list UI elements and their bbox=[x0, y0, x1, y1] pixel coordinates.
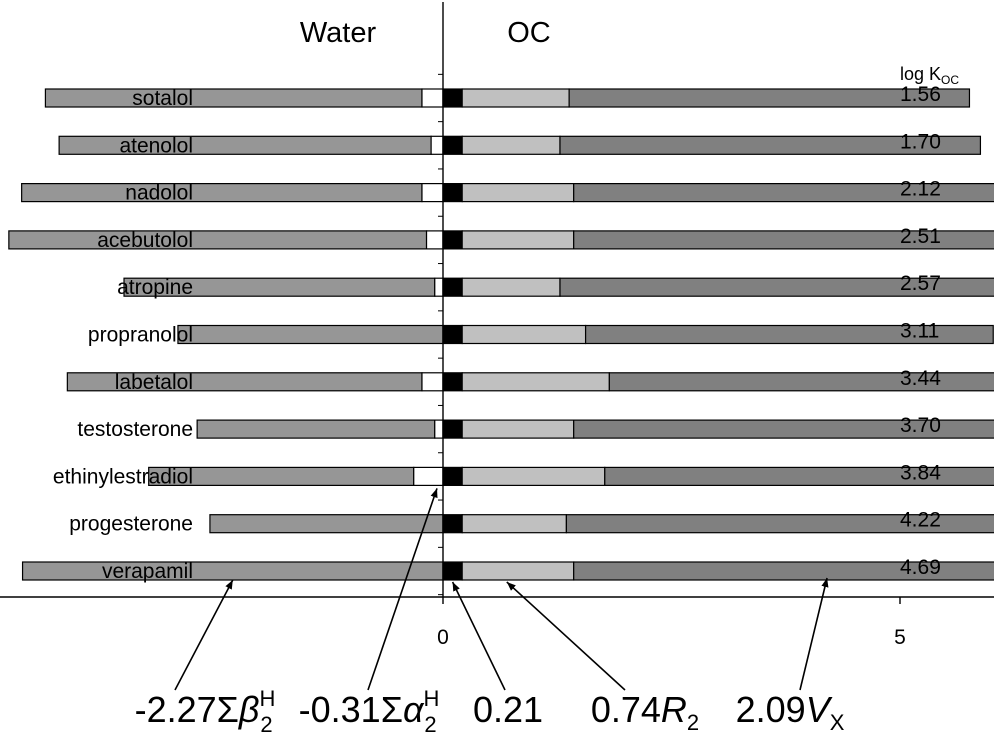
bar-beta-propranolol bbox=[177, 324, 444, 345]
x-tick-label: 5 bbox=[894, 626, 906, 649]
bar-Vx-verapamil bbox=[573, 561, 994, 581]
bar-beta-sotalol bbox=[44, 88, 423, 108]
bar-const-propranolol bbox=[442, 324, 463, 345]
bar-Vx-acebutolol bbox=[573, 230, 994, 250]
annotation-arrow-alpha bbox=[367, 488, 438, 691]
annotation-arrow-Vx bbox=[799, 577, 829, 691]
bar-R2-propranolol bbox=[461, 324, 587, 345]
bar-Vx-sotalol bbox=[568, 88, 971, 108]
bar-Vx-testosterone bbox=[573, 419, 994, 439]
category-label: testosterone bbox=[77, 418, 193, 441]
annotation-arrow-beta bbox=[174, 579, 234, 691]
logkoc-value: 4.22 bbox=[900, 509, 941, 532]
category-label: acebutolol bbox=[97, 229, 193, 252]
category-label: verapamil bbox=[102, 560, 193, 583]
bar-const-atenolol bbox=[442, 135, 463, 155]
side-label-water: Water bbox=[300, 17, 377, 49]
bar-Vx-atenolol bbox=[559, 135, 982, 155]
axes-layer: -50510 bbox=[0, 2, 994, 649]
bar-beta-verapamil bbox=[21, 561, 444, 581]
bar-R2-testosterone bbox=[461, 419, 575, 439]
bar-alpha-nadolol bbox=[421, 183, 444, 203]
bar-Vx-labetalol bbox=[608, 372, 994, 392]
category-label: atropine bbox=[117, 276, 193, 299]
category-label: atenolol bbox=[119, 134, 193, 157]
bar-alpha-atenolol bbox=[430, 135, 444, 155]
bar-Vx-progesterone bbox=[565, 514, 994, 534]
bar-R2-sotalol bbox=[461, 88, 570, 108]
bar-beta-acebutolol bbox=[8, 230, 428, 250]
logkoc-value: 3.44 bbox=[900, 367, 941, 390]
annotation-term-alpha: -0.31ΣαH 2 bbox=[299, 686, 440, 737]
bar-Vx-atropine bbox=[559, 277, 994, 297]
bar-alpha-labetalol bbox=[421, 372, 444, 392]
bar-alpha-atropine bbox=[434, 277, 444, 297]
bar-const-labetalol bbox=[442, 372, 463, 392]
annotation-term-R2: 0.74R2 bbox=[591, 689, 699, 735]
bar-const-atropine bbox=[442, 277, 463, 297]
logkoc-value: 1.70 bbox=[900, 130, 941, 153]
bar-const-progesterone bbox=[442, 514, 463, 534]
annotation-arrow-R2 bbox=[506, 581, 626, 691]
bar-const-acebutolol bbox=[442, 230, 463, 250]
bar-const-nadolol bbox=[442, 183, 463, 203]
bar-R2-nadolol bbox=[461, 183, 575, 203]
bar-R2-progesterone bbox=[461, 514, 567, 534]
x-tick-label: 0 bbox=[437, 626, 449, 649]
logkoc-value: 3.11 bbox=[900, 320, 939, 343]
bar-Vx-nadolol bbox=[573, 183, 994, 203]
category-label: labetalol bbox=[115, 371, 193, 394]
bar-alpha-ethinylestradiol bbox=[413, 466, 444, 486]
bar-alpha-testosterone bbox=[434, 419, 444, 439]
bar-R2-atenolol bbox=[461, 135, 561, 155]
bar-const-verapamil bbox=[442, 561, 463, 581]
bars-layer bbox=[8, 88, 994, 581]
category-label: nadolol bbox=[125, 182, 193, 205]
annotation-term-const: 0.21 bbox=[473, 689, 543, 730]
bar-beta-atenolol bbox=[58, 135, 432, 155]
bar-alpha-acebutolol bbox=[425, 230, 444, 250]
category-label: progesterone bbox=[69, 513, 193, 536]
logkoc-value: 2.12 bbox=[900, 178, 941, 201]
bar-R2-acebutolol bbox=[461, 230, 575, 250]
annotations-layer: -2.27ΣβH 2 -0.31ΣαH 2 0.21 0.74R2 2.09VX bbox=[135, 488, 845, 737]
category-label: propranolol bbox=[88, 324, 193, 347]
bar-R2-labetalol bbox=[461, 372, 610, 392]
logkoc-value: 3.70 bbox=[900, 414, 941, 437]
bar-const-ethinylestradiol bbox=[442, 466, 463, 486]
bar-beta-nadolol bbox=[21, 183, 423, 203]
bar-R2-ethinylestradiol bbox=[461, 466, 606, 486]
logkoc-value: 2.57 bbox=[900, 272, 941, 295]
bar-Vx-propranolol bbox=[584, 324, 994, 345]
bar-R2-verapamil bbox=[461, 561, 575, 581]
bar-beta-testosterone bbox=[196, 419, 436, 439]
annotation-arrow-const bbox=[451, 581, 506, 691]
bar-Vx-ethinylestradiol bbox=[604, 466, 994, 486]
logkoc-value: 3.84 bbox=[900, 461, 941, 484]
annotation-term-beta: -2.27ΣβH 2 bbox=[135, 686, 276, 737]
logkoc-value: 4.69 bbox=[900, 556, 941, 579]
bar-const-sotalol bbox=[442, 88, 463, 108]
bar-beta-progesterone bbox=[209, 514, 444, 534]
bar-alpha-sotalol bbox=[421, 88, 444, 108]
side-label-oc: OC bbox=[507, 17, 551, 49]
category-label: ethinylestradiol bbox=[53, 465, 193, 488]
bar-const-testosterone bbox=[442, 419, 463, 439]
annotation-term-Vx: 2.09VX bbox=[736, 689, 845, 735]
logkoc-value: 1.56 bbox=[900, 83, 941, 106]
bar-R2-atropine bbox=[461, 277, 561, 297]
logkoc-value: 2.51 bbox=[900, 225, 941, 248]
category-label: sotalol bbox=[132, 87, 193, 110]
